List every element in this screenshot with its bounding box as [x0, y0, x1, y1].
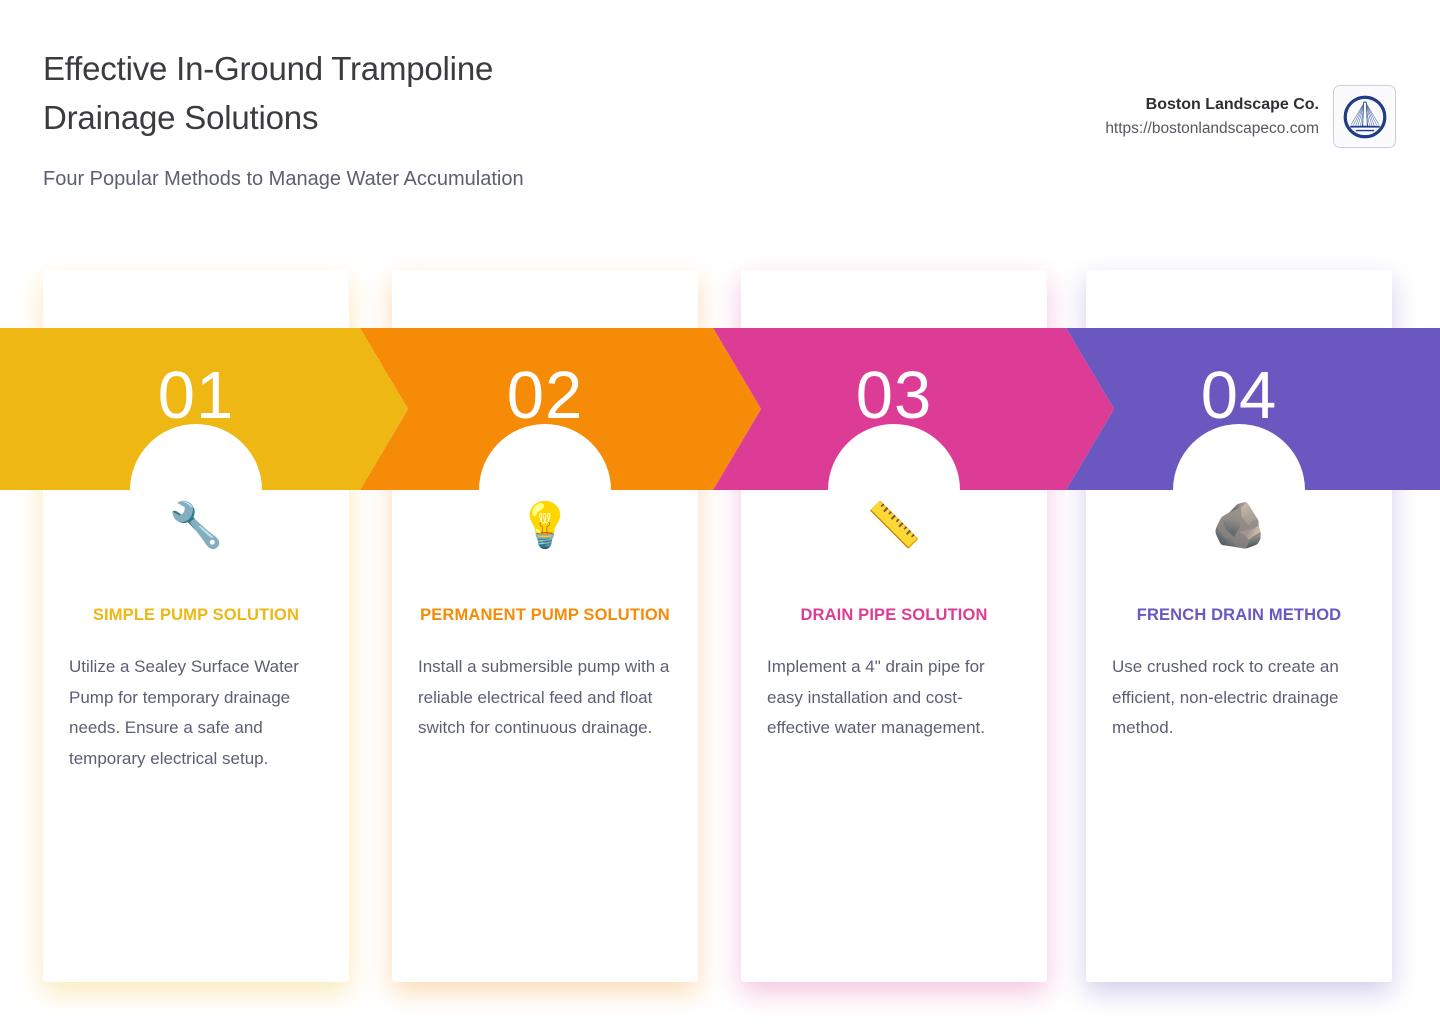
- card-content-1: PERMANENT PUMP SOLUTION Install a submer…: [392, 600, 698, 744]
- page-title: Effective In-Ground Trampoline Drainage …: [43, 50, 494, 136]
- brand-logo: [1333, 85, 1396, 148]
- card-heading-2: DRAIN PIPE SOLUTION: [800, 606, 988, 624]
- card-body-3: Use crushed rock to create an efficient,…: [1112, 657, 1339, 737]
- step-number-04: 04: [1200, 358, 1278, 433]
- brand-url[interactable]: https://bostonlandscapeco.com: [1105, 119, 1319, 137]
- card-body-0: Utilize a Sealey Surface Water Pump for …: [69, 657, 299, 768]
- card-icon-0: 🔧: [168, 501, 224, 550]
- card-content-3: FRENCH DRAIN METHOD Use crushed rock to …: [1086, 600, 1392, 744]
- page-subtitle: Four Popular Methods to Manage Water Acc…: [43, 168, 524, 190]
- step-number-03: 03: [855, 358, 933, 433]
- page-header: Effective In-Ground Trampoline Drainage …: [0, 0, 1440, 250]
- brand-text: Boston Landscape Co. https://bostonlands…: [1105, 93, 1319, 141]
- card-icon-1: 💡: [517, 501, 573, 550]
- card-heading-1: PERMANENT PUMP SOLUTION: [420, 606, 670, 624]
- card-content-2: DRAIN PIPE SOLUTION Implement a 4" drain…: [741, 600, 1047, 744]
- card-heading-0: SIMPLE PUMP SOLUTION: [92, 606, 300, 624]
- brand-name: Boston Landscape Co.: [1145, 95, 1319, 113]
- brand-block: Boston Landscape Co. https://bostonlands…: [1105, 85, 1396, 148]
- title-block: Effective In-Ground Trampoline Drainage …: [43, 44, 803, 194]
- card-body-2: Implement a 4" drain pipe for easy insta…: [767, 657, 985, 737]
- card-heading-3: FRENCH DRAIN METHOD: [1136, 606, 1342, 624]
- card-content-0: SIMPLE PUMP SOLUTION Utilize a Sealey Su…: [43, 600, 349, 774]
- step-number-02: 02: [506, 358, 584, 433]
- card-icon-2: 📏: [866, 501, 922, 550]
- card-body-1: Install a submersible pump with a reliab…: [418, 657, 670, 737]
- bridge-circle-logo-icon: [1343, 95, 1386, 138]
- step-number-01: 01: [157, 358, 235, 433]
- card-icon-3: 🪨: [1211, 501, 1267, 550]
